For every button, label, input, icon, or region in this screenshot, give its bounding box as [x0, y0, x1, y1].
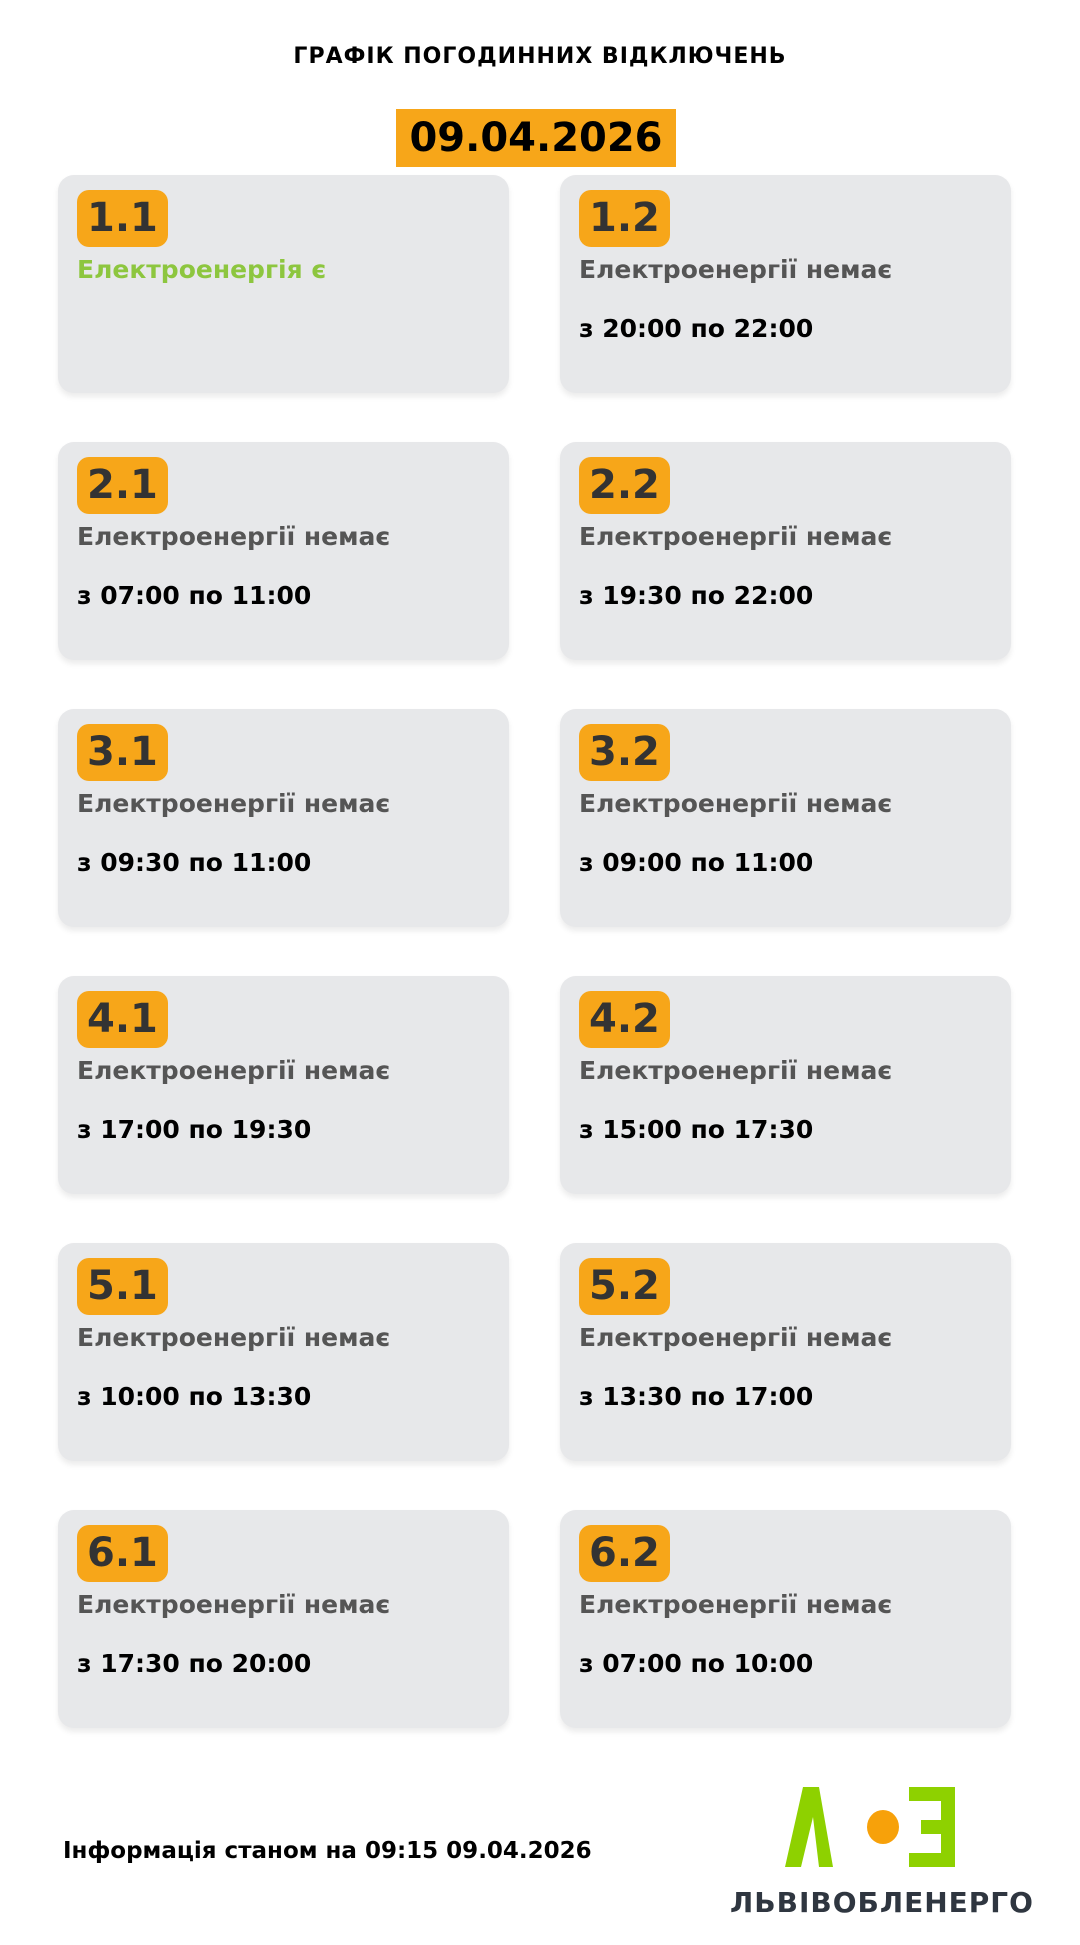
group-card-1-2: 1.2 Електроенергії немає з 20:00 по 22:00 — [560, 175, 1011, 393]
group-card-6-2: 6.2 Електроенергії немає з 07:00 по 10:00 — [560, 1510, 1011, 1728]
group-card-5-2: 5.2 Електроенергії немає з 13:30 по 17:00 — [560, 1243, 1011, 1461]
outage-time: з 09:30 по 11:00 — [77, 848, 312, 877]
outage-time: з 19:30 по 22:00 — [579, 581, 814, 610]
group-card-5-1: 5.1 Електроенергії немає з 10:00 по 13:30 — [58, 1243, 509, 1461]
group-card-3-1: 3.1 Електроенергії немає з 09:30 по 11:00 — [58, 709, 509, 927]
date-badge: 09.04.2026 — [396, 109, 676, 167]
group-number: 2.1 — [77, 457, 168, 514]
group-number: 1.2 — [579, 190, 670, 247]
loe-logo — [785, 1787, 955, 1867]
outage-time: з 17:00 по 19:30 — [77, 1115, 312, 1144]
group-card-4-1: 4.1 Електроенергії немає з 17:00 по 19:30 — [58, 976, 509, 1194]
group-number: 4.1 — [77, 991, 168, 1048]
outage-time: з 10:00 по 13:30 — [77, 1382, 312, 1411]
power-status: Електроенергії немає — [579, 1056, 893, 1085]
power-status: Електроенергії немає — [579, 1323, 893, 1352]
power-status: Електроенергії немає — [579, 522, 893, 551]
outage-time: з 09:00 по 11:00 — [579, 848, 814, 877]
outage-time: з 07:00 по 10:00 — [579, 1649, 814, 1678]
group-number: 4.2 — [579, 991, 670, 1048]
outage-time: з 15:00 по 17:30 — [579, 1115, 814, 1144]
group-number: 2.2 — [579, 457, 670, 514]
power-status: Електроенергія є — [77, 255, 327, 284]
group-number: 6.2 — [579, 1525, 670, 1582]
power-status: Електроенергії немає — [579, 1590, 893, 1619]
outage-time: з 17:30 по 20:00 — [77, 1649, 312, 1678]
group-card-1-1: 1.1 Електроенергія є — [58, 175, 509, 393]
group-card-4-2: 4.2 Електроенергії немає з 15:00 по 17:30 — [560, 976, 1011, 1194]
power-status: Електроенергії немає — [579, 789, 893, 818]
info-timestamp: Інформація станом на 09:15 09.04.2026 — [63, 1838, 592, 1864]
group-card-3-2: 3.2 Електроенергії немає з 09:00 по 11:00 — [560, 709, 1011, 927]
power-status: Електроенергії немає — [77, 789, 391, 818]
group-card-2-2: 2.2 Електроенергії немає з 19:30 по 22:00 — [560, 442, 1011, 660]
group-card-6-1: 6.1 Електроенергії немає з 17:30 по 20:00 — [58, 1510, 509, 1728]
outage-time: з 07:00 по 11:00 — [77, 581, 312, 610]
group-number: 1.1 — [77, 190, 168, 247]
power-status: Електроенергії немає — [77, 522, 391, 551]
group-number: 6.1 — [77, 1525, 168, 1582]
power-status: Електроенергії немає — [77, 1056, 391, 1085]
power-status: Електроенергії немає — [579, 255, 893, 284]
outage-time: з 20:00 по 22:00 — [579, 314, 814, 343]
page-title: ГРАФІК ПОГОДИННИХ ВІДКЛЮЧЕНЬ — [293, 44, 787, 69]
group-number: 3.2 — [579, 724, 670, 781]
logo-text: ЛЬВІВОБЛЕНЕРГО — [730, 1886, 1034, 1919]
group-number: 5.2 — [579, 1258, 670, 1315]
power-status: Електроенергії немає — [77, 1323, 391, 1352]
power-status: Електроенергії немає — [77, 1590, 391, 1619]
group-card-2-1: 2.1 Електроенергії немає з 07:00 по 11:00 — [58, 442, 509, 660]
group-number: 5.1 — [77, 1258, 168, 1315]
group-number: 3.1 — [77, 724, 168, 781]
outage-time: з 13:30 по 17:00 — [579, 1382, 814, 1411]
